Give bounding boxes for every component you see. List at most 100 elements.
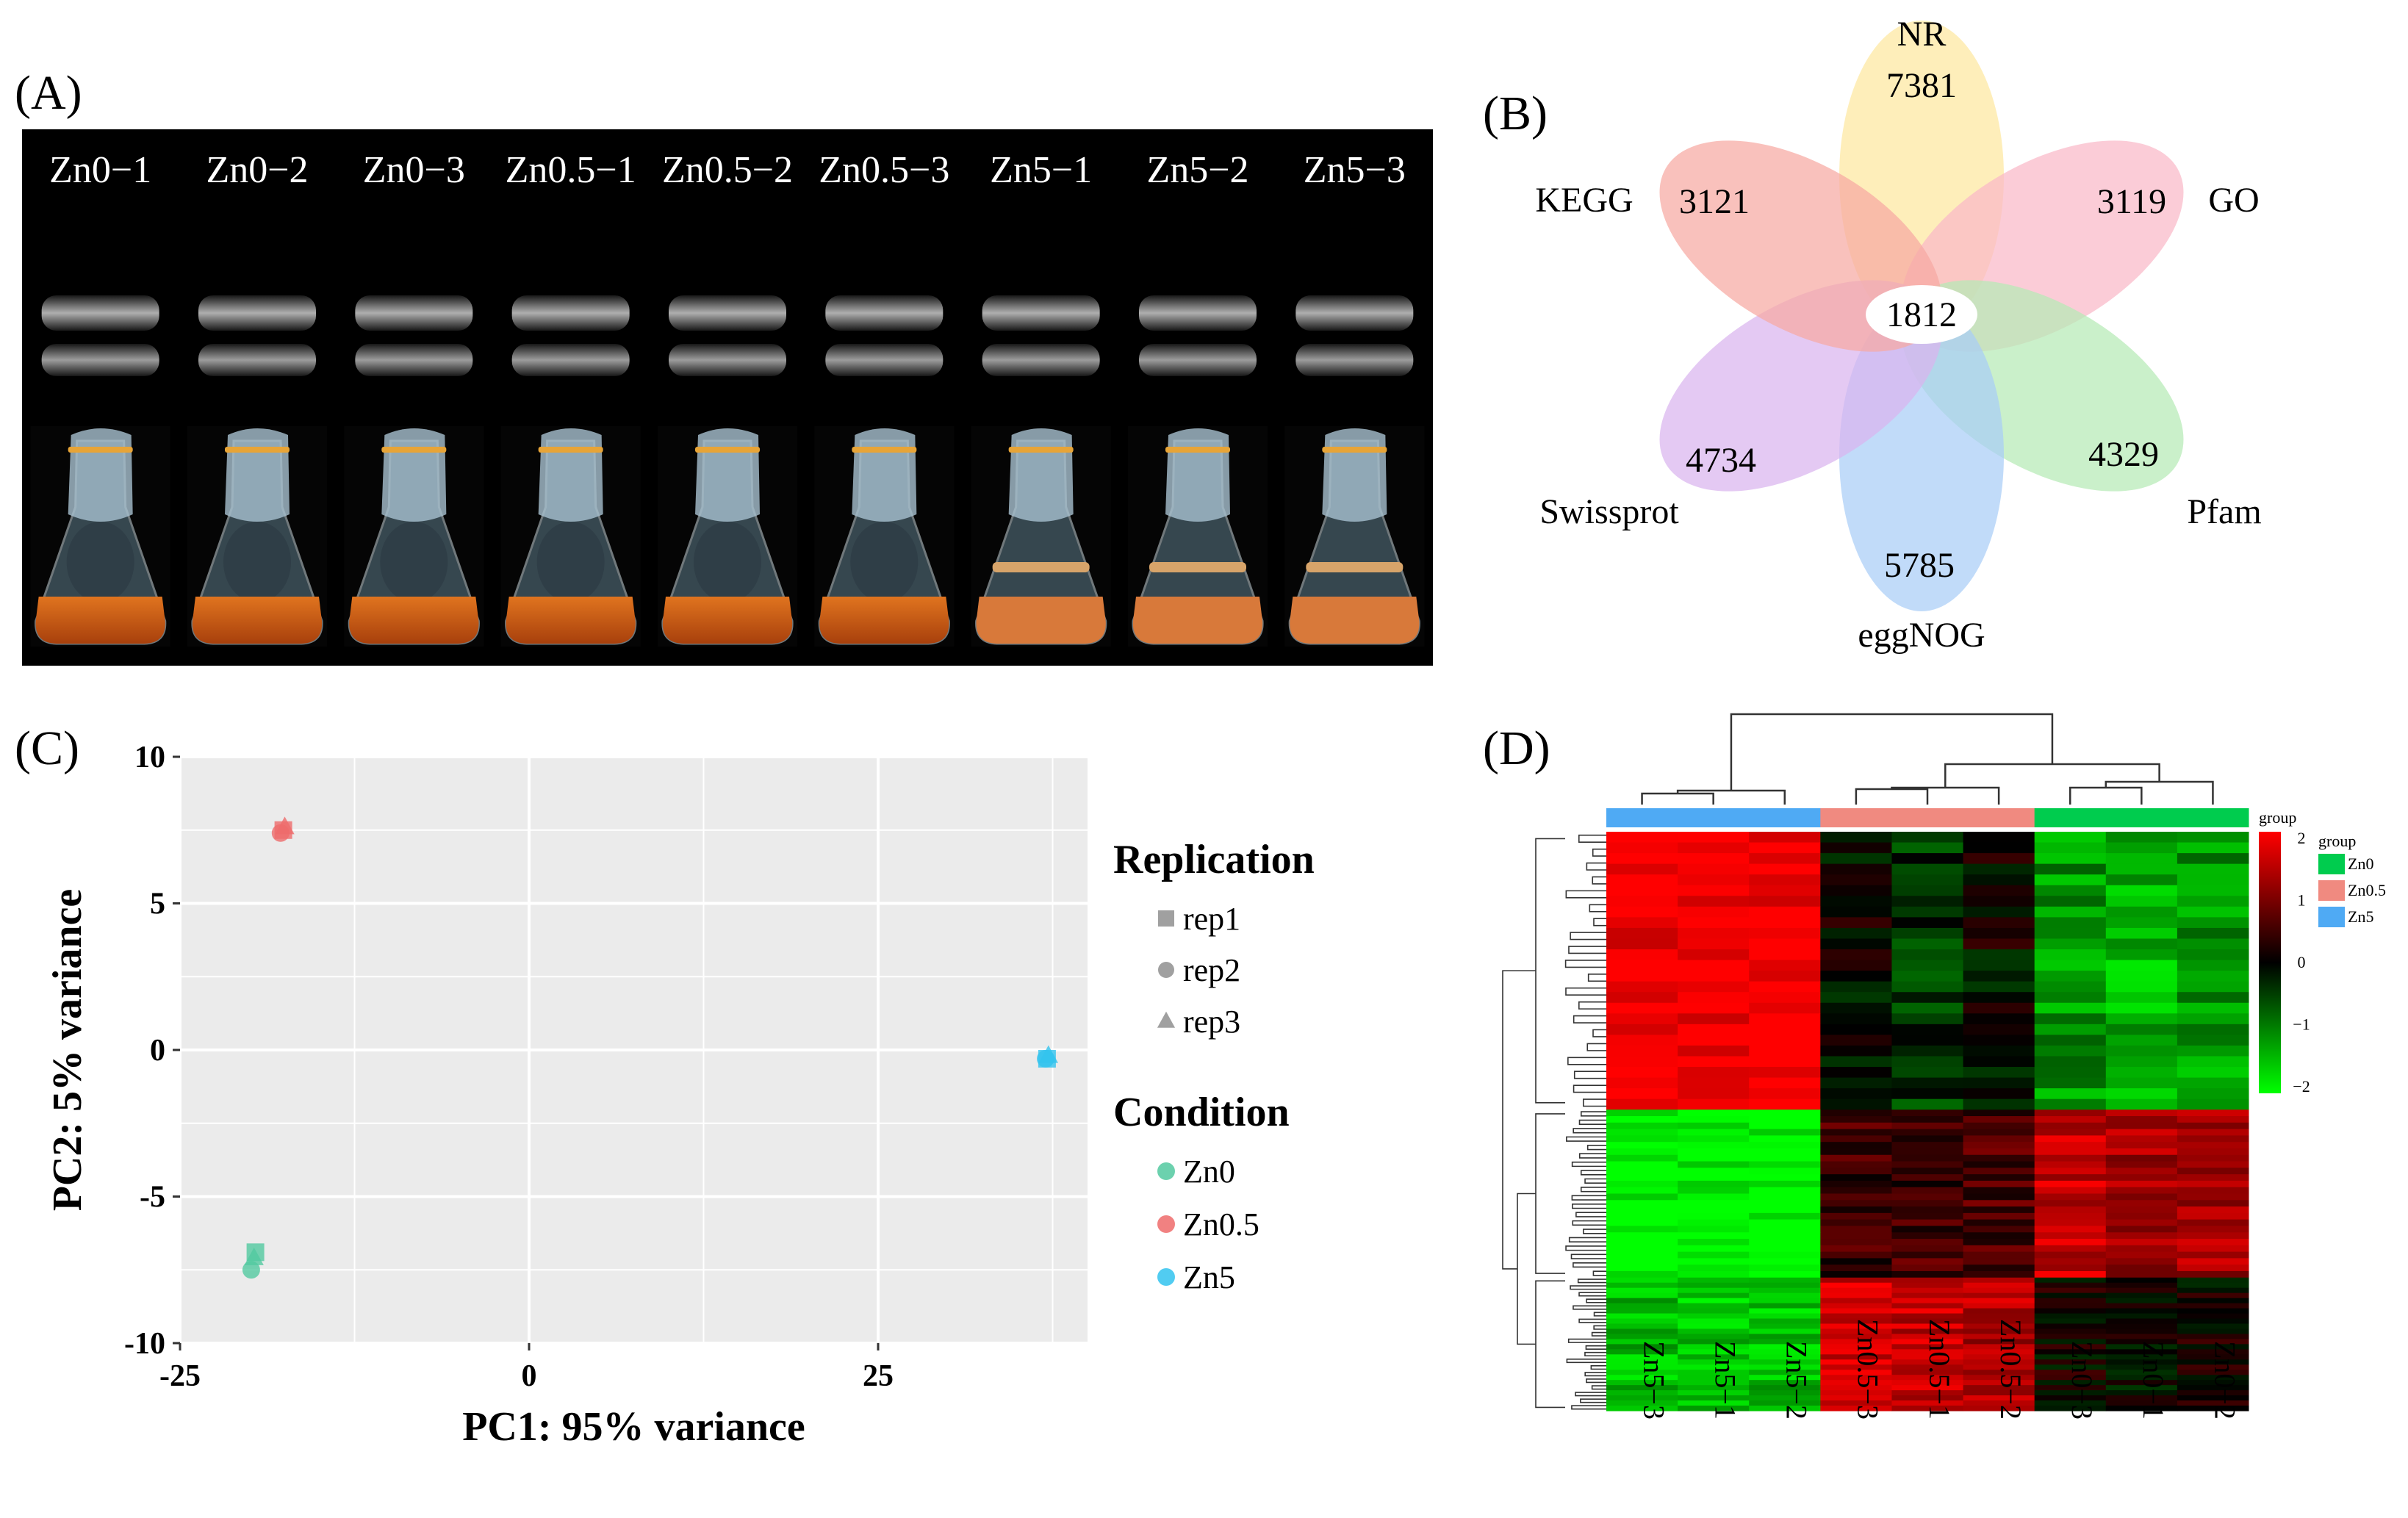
heatmap-cell <box>1749 1168 1821 1175</box>
dendrogram-branch <box>1584 1351 1606 1357</box>
heatmap-cell <box>1749 1035 1821 1046</box>
heatmap-cell <box>1678 1122 1750 1130</box>
heatmap-cell <box>1891 1277 1964 1284</box>
heatmap-cell <box>2177 1354 2249 1360</box>
heatmap-cell <box>2177 1375 2249 1381</box>
heatmap-cell <box>1606 1226 1678 1233</box>
heatmap-cell <box>1963 1174 2035 1181</box>
heatmap-cell <box>1678 1161 1750 1168</box>
column-dendrogram <box>1641 713 2214 805</box>
dendrogram-branch <box>1572 1220 1606 1226</box>
legend: Replication rep1 rep2 rep3 Condition Zn0 Zn0.5… <box>1113 837 1315 1295</box>
heatmap-cell <box>2177 896 2249 907</box>
venn-petal-name: GO <box>2208 181 2259 220</box>
flask-cover <box>852 428 917 522</box>
heatmap-cell <box>1820 1375 1892 1381</box>
heatmap-cell <box>2034 1013 2107 1025</box>
heatmap-cell <box>1820 1024 1892 1036</box>
column-group-bar <box>2177 808 2249 827</box>
dendrogram-branch <box>1586 1145 1606 1151</box>
heatmap-cell <box>2105 1122 2178 1130</box>
series-zn0.5 <box>271 816 295 842</box>
heatmap-cell <box>2177 1245 2249 1253</box>
heatmap-cell <box>1678 1193 1750 1201</box>
sample-1: Zn0−1 <box>30 149 170 647</box>
heatmap-cell <box>2177 1193 2249 1201</box>
heatmap-cell <box>2034 1406 2107 1411</box>
heatmap-cell <box>2177 1344 2249 1350</box>
flask-band <box>1008 447 1074 453</box>
heatmap-cell <box>1678 1180 1750 1188</box>
heatmap-cell <box>1820 1406 1892 1411</box>
heatmap-cell <box>2105 1193 2178 1201</box>
heatmap-cell <box>1963 1148 2035 1156</box>
heatmap-cell <box>1891 1303 1964 1309</box>
heatmap-cell <box>2177 1270 2249 1278</box>
dendrogram-branch <box>1573 1262 1606 1268</box>
heatmap-cell <box>2177 1339 2249 1345</box>
heatmap-cell <box>1820 1161 1892 1168</box>
heatmap-cell <box>1963 1109 2035 1117</box>
heatmap-cell <box>2034 1174 2107 1181</box>
heatmap-cell <box>2105 1287 2178 1294</box>
heatmap-cell <box>1606 1212 1678 1220</box>
heatmap-cell <box>2105 1375 2178 1381</box>
heatmap-cell <box>2177 1390 2249 1396</box>
heatmap-cell <box>1678 1013 1750 1025</box>
heatmap-cell <box>2105 1265 2178 1272</box>
heatmap-cell <box>2177 960 2249 971</box>
heatmap-cell <box>2034 885 2107 896</box>
flask-band <box>68 447 133 453</box>
heatmap-cell <box>1963 1318 2035 1325</box>
heatmap-cell <box>1749 1024 1821 1036</box>
y-tick-label: 5 <box>150 888 165 921</box>
heatmap-cell <box>1891 1380 1964 1386</box>
legend-label: rep2 <box>1183 952 1240 988</box>
heatmap-cell <box>2177 1077 2249 1089</box>
heatmap-cell <box>1963 938 2035 950</box>
flask-band <box>225 447 290 453</box>
heatmap-cell <box>1963 1375 2035 1381</box>
heatmap-cell <box>2177 1180 2249 1188</box>
heatmap-cell <box>2034 1354 2107 1360</box>
heatmap-cell <box>1820 1002 1892 1014</box>
dendrogram-branch <box>1570 932 1606 940</box>
heatmap-cell <box>2177 971 2249 982</box>
heatmap-cell <box>1678 927 1750 940</box>
heatmap-cell <box>1963 1400 2035 1406</box>
heatmap-cell <box>2034 1212 2107 1220</box>
heatmap-cell <box>2177 1212 2249 1220</box>
heatmap-cell <box>2105 1245 2178 1253</box>
flask-band <box>1165 447 1230 453</box>
dendrogram-branch <box>1571 1161 1606 1168</box>
data-point <box>275 816 295 835</box>
heatmap-cell <box>1606 1239 1678 1246</box>
heatmap-cell <box>1749 917 1821 929</box>
heatmap-cell <box>2034 1024 2107 1036</box>
heatmap-cell <box>1749 1354 1821 1360</box>
heatmap-cell <box>1749 1370 1821 1375</box>
heatmap-cell <box>2177 874 2249 886</box>
flask-pellet-ring <box>1306 562 1404 572</box>
dendrogram-branch <box>1580 1398 1606 1403</box>
heatmap-cell <box>1820 1292 1892 1299</box>
legend-marker <box>1158 910 1174 927</box>
heatmap-cell <box>1606 1232 1678 1240</box>
heatmap-cell <box>2105 1232 2178 1240</box>
heatmap-cell <box>1963 1067 2035 1079</box>
venn-petal-value: 3119 <box>2097 182 2166 221</box>
heatmap-cell <box>1678 896 1750 907</box>
heatmap-cell <box>1749 1002 1821 1014</box>
heatmap-cell <box>1749 1298 1821 1304</box>
heatmap-cell <box>1678 1282 1750 1289</box>
heatmap-cell <box>1606 1318 1678 1325</box>
heatmap-cell <box>1820 896 1892 907</box>
heatmap-cell <box>1749 1245 1821 1253</box>
flask-medium <box>662 597 793 644</box>
heatmap-cell <box>1606 853 1678 865</box>
sample-label: Zn0.5−2 <box>662 149 793 191</box>
heatmap-cell <box>2034 917 2107 929</box>
heatmap-cell <box>1678 1298 1750 1304</box>
heatmap-cell <box>1820 1258 1892 1265</box>
heatmap-cell <box>2034 1282 2107 1289</box>
